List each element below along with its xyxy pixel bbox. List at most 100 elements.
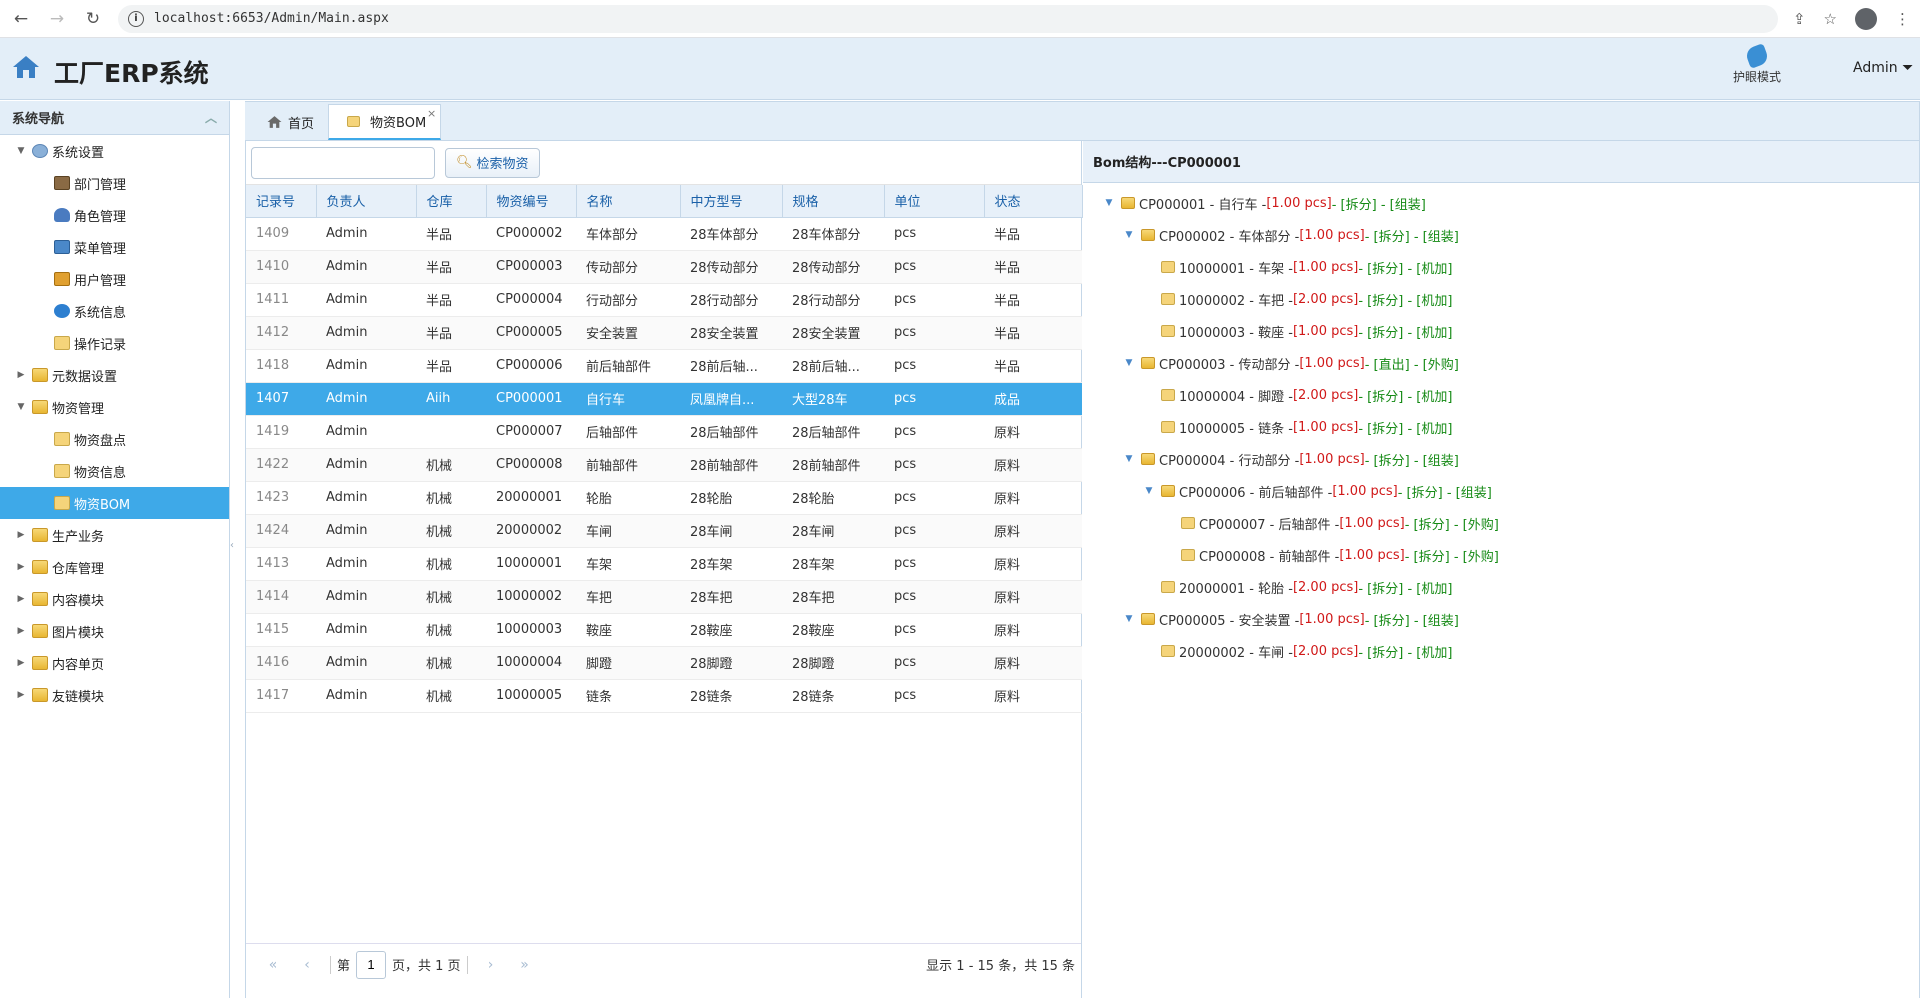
bom-node[interactable]: 10000004 - 脚蹬 - [2.00 pcs] - [拆分] - [机加] [1083,379,1919,411]
sidebar-item[interactable]: 系统信息 [0,295,229,327]
bom-node[interactable]: ▼ CP000004 - 行动部分 - [1.00 pcs] - [拆分] - [… [1083,443,1919,475]
expanded-arrow-icon[interactable]: ▼ [1105,198,1113,208]
table-row[interactable]: 1413 Admin 机械 10000001 车架 28车架 28车架 pcs 原料 [246,547,1082,581]
collapsed-arrow-icon[interactable]: ▶ [17,690,25,700]
sidebar-item[interactable]: ▼ 系统设置 [0,135,229,167]
table-row[interactable]: 1419 Admin CP000007 后轴部件 28后轴部件 28后轴部件 pcs 原料 [246,415,1082,449]
sidebar-item[interactable]: ▶ 仓库管理 [0,551,229,583]
last-page-button[interactable]: » [520,956,529,973]
table-row[interactable]: 1414 Admin 机械 10000002 车把 28车把 28车把 pcs 原料 [246,580,1082,614]
collapsed-arrow-icon[interactable]: ▶ [17,530,25,540]
column-header[interactable]: 记录号 [246,185,317,218]
bom-node[interactable]: 20000002 - 车闸 - [2.00 pcs] - [拆分] - [机加] [1083,635,1919,667]
tab-home[interactable]: 首页 [253,104,328,140]
collapsed-arrow-icon[interactable]: ▶ [17,626,25,636]
bom-node[interactable]: CP000008 - 前轴部件 - [1.00 pcs] - [拆分] - [外… [1083,539,1919,571]
address-bar[interactable]: i localhost:6653/Admin/Main.aspx [118,4,1778,33]
close-icon[interactable]: × [426,107,437,120]
collapsed-arrow-icon[interactable]: ▶ [17,562,25,572]
reload-icon[interactable]: ↻ [85,8,101,29]
bom-node[interactable]: ▼ CP000002 - 车体部分 - [1.00 pcs] - [拆分] - [… [1083,219,1919,251]
bookmark-star-icon[interactable]: ☆ [1823,9,1837,28]
tab-bom[interactable]: 物资BOM × [328,104,442,140]
column-header[interactable]: 名称 [576,185,681,218]
prev-page-button[interactable]: ‹ [304,956,310,973]
column-header[interactable]: 单位 [884,185,985,218]
bom-node[interactable]: 10000003 - 鞍座 - [1.00 pcs] - [拆分] - [机加] [1083,315,1919,347]
expanded-arrow-icon[interactable]: ▼ [1125,454,1133,464]
next-page-button[interactable]: › [487,956,494,973]
forward-icon[interactable]: → [49,8,65,29]
column-header[interactable]: 物资编号 [486,185,577,218]
table-row[interactable]: 1422 Admin 机械 CP000008 前轴部件 28前轴部件 28前轴部件 pcs 原料 [246,448,1082,482]
column-header[interactable]: 负责人 [316,185,417,218]
sidebar-item[interactable]: ▶ 内容单页 [0,647,229,679]
sidebar-item[interactable]: 物资信息 [0,455,229,487]
table-row[interactable]: 1410 Admin 半品 CP000003 传动部分 28传动部分 28传动部分 pcs 半品 [246,250,1082,284]
bom-node[interactable]: ▼ CP000006 - 前后轴部件 - [1.00 pcs] - [拆分] - … [1083,475,1919,507]
column-header[interactable]: 仓库 [416,185,487,218]
expanded-arrow-icon[interactable]: ▼ [17,402,25,412]
bom-node[interactable]: ▼ CP000001 - 自行车 - [1.00 pcs] - [拆分] - [组… [1083,187,1919,219]
table-row[interactable]: 1411 Admin 半品 CP000004 行动部分 28行动部分 28行动部分 pcs 半品 [246,283,1082,317]
back-icon[interactable]: ← [13,8,29,29]
bom-node[interactable]: 20000001 - 轮胎 - [2.00 pcs] - [拆分] - [机加] [1083,571,1919,603]
sidebar-item[interactable]: ▶ 生产业务 [0,519,229,551]
bom-node[interactable]: 10000002 - 车把 - [2.00 pcs] - [拆分] - [机加] [1083,283,1919,315]
table-row[interactable]: 1418 Admin 半品 CP000006 前后轴部件 28前后轴... 28前后轴...… [246,349,1082,383]
sidebar-item[interactable]: 部门管理 [0,167,229,199]
user-menu[interactable]: Admin ⏷ [1853,60,1914,76]
browser-menu-icon[interactable]: ⋮ [1895,9,1910,28]
sidebar-item[interactable]: 角色管理 [0,199,229,231]
first-page-button[interactable]: « [268,956,278,973]
search-button[interactable]: 🔍︎ 检索物资 [445,147,540,178]
table-cell: 28前后轴... [680,349,782,383]
bom-node[interactable]: CP000007 - 后轴部件 - [1.00 pcs] - [拆分] - [外… [1083,507,1919,539]
column-header[interactable]: 规格 [782,185,885,218]
expanded-arrow-icon[interactable]: ▼ [1125,230,1133,240]
profile-avatar-icon[interactable] [1855,7,1877,30]
column-header[interactable]: 中方型号 [680,185,783,218]
collapsed-arrow-icon[interactable]: ▶ [17,370,25,380]
collapsed-arrow-icon[interactable]: ▶ [17,594,25,604]
expanded-arrow-icon[interactable]: ▼ [1145,486,1153,496]
sidebar-item[interactable]: ▶ 友链模块 [0,679,229,711]
expanded-arrow-icon[interactable]: ▼ [17,146,25,156]
sidebar-item[interactable]: ▼ 物资管理 [0,391,229,423]
sidebar-item[interactable]: 物资BOM [0,487,229,519]
collapse-up-icon[interactable]: ︿ [204,111,217,125]
bom-node[interactable]: ▼ CP000003 - 传动部分 - [1.00 pcs] - [直出] - [… [1083,347,1919,379]
sidebar-item[interactable]: 物资盘点 [0,423,229,455]
table-row[interactable]: 1415 Admin 机械 10000003 鞍座 28鞍座 28鞍座 pcs 原料 [246,613,1082,647]
table-row[interactable]: 1417 Admin 机械 10000005 链条 28链条 28链条 pcs 原料 [246,679,1082,713]
eye-mode-button[interactable]: 护眼模式 [1722,43,1792,85]
sidebar-collapse-handle[interactable]: ‹ [230,540,234,551]
table-cell: 28传动部分 [782,250,884,284]
table-row[interactable]: 1423 Admin 机械 20000001 轮胎 28轮胎 28轮胎 pcs 原料 [246,481,1082,515]
column-header[interactable]: 状态 [984,185,1083,218]
share-icon[interactable]: ⇪ [1792,9,1806,28]
table-row[interactable]: 1412 Admin 半品 CP000005 安全装置 28安全装置 28安全装置 pcs 半品 [246,316,1082,350]
bom-node-text: 10000003 - 鞍座 - [1179,325,1293,341]
table-cell: 1412 [246,316,316,350]
expanded-arrow-icon[interactable]: ▼ [1125,358,1133,368]
table-row[interactable]: 1407 Admin Aiih CP000001 自行车 凤凰牌自... 大型28车 pcs 成… [246,382,1082,416]
bom-node[interactable]: 10000001 - 车架 - [1.00 pcs] - [拆分] - [机加] [1083,251,1919,283]
sidebar-item[interactable]: ▶ 元数据设置 [0,359,229,391]
sidebar-item-label: 图片模块 [52,625,105,641]
bom-node[interactable]: ▼ CP000005 - 安全装置 - [1.00 pcs] - [拆分] - [… [1083,603,1919,635]
sidebar-item[interactable]: 操作记录 [0,327,229,359]
bom-node[interactable]: 10000005 - 链条 - [1.00 pcs] - [拆分] - [机加] [1083,411,1919,443]
page-number-input[interactable] [356,950,387,979]
table-row[interactable]: 1409 Admin 半品 CP000002 车体部分 28车体部分 28车体部分 pcs 半品 [246,217,1082,251]
table-row[interactable]: 1416 Admin 机械 10000004 脚蹬 28脚蹬 28脚蹬 pcs 原料 [246,646,1082,680]
sidebar-item[interactable]: ▶ 内容模块 [0,583,229,615]
collapsed-arrow-icon[interactable]: ▶ [17,658,25,668]
table-row[interactable]: 1424 Admin 机械 20000002 车闸 28车闸 28车闸 pcs 原料 [246,514,1082,548]
expanded-arrow-icon[interactable]: ▼ [1125,614,1133,624]
sidebar-item[interactable]: ▶ 图片模块 [0,615,229,647]
search-input[interactable] [251,146,435,179]
sidebar-item[interactable]: 用户管理 [0,263,229,295]
site-info-icon[interactable]: i [128,10,144,27]
sidebar-item[interactable]: 菜单管理 [0,231,229,263]
